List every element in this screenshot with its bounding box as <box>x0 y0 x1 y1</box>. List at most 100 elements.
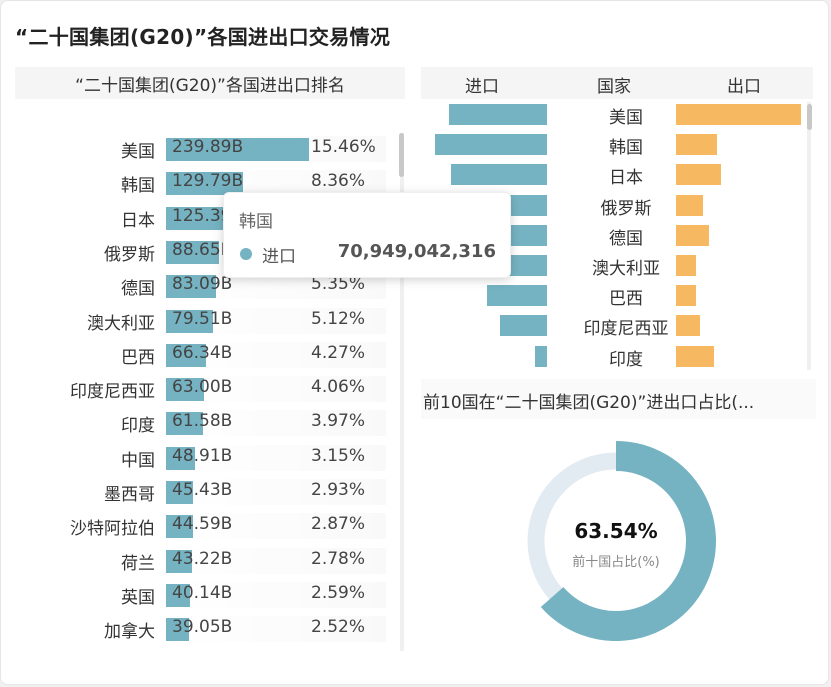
ranking-row[interactable]: 墨西哥 45.43B 2.93% <box>15 479 395 505</box>
ranking-percent-label: 4.27% <box>311 342 366 363</box>
ranking-percent-label: 4.06% <box>311 377 366 398</box>
tooltip-series-marker <box>240 248 252 260</box>
donut-center: 63.54% 前十国占比(%) <box>541 519 691 570</box>
ranking-country-label: 印度尼西亚 <box>70 382 155 403</box>
ranking-bar[interactable] <box>166 138 309 161</box>
ranking-row[interactable]: 荷兰 43.22B 2.78% <box>15 547 395 574</box>
donut-center-value: 63.54% <box>574 519 658 543</box>
trade-country-label: 日本 <box>609 168 643 189</box>
ranking-country-label: 墨西哥 <box>104 485 155 505</box>
import-bar[interactable] <box>500 315 547 337</box>
ranking-row[interactable]: 加拿大 39.05B 2.52% <box>15 616 395 643</box>
ranking-bar[interactable] <box>166 275 216 299</box>
share-panel-title: 前10国在“二十国集团(G20)”进出口占比(... <box>421 379 816 419</box>
donut-share-arc[interactable] <box>540 441 716 641</box>
ranking-bar[interactable] <box>166 446 196 470</box>
ranking-bar[interactable] <box>166 481 194 504</box>
ranking-row-background <box>166 479 386 505</box>
ranking-bar[interactable] <box>166 583 190 607</box>
ranking-bar[interactable] <box>166 309 214 333</box>
ranking-percent-label: 2.52% <box>311 617 366 638</box>
ranking-value-label: 79.51B <box>172 308 233 329</box>
trade-row[interactable]: 美国 <box>421 101 811 129</box>
trade-panel-header: 进口 国家 出口 <box>421 67 813 99</box>
ranking-percent-label: 8.36% <box>311 171 366 192</box>
ranking-bar[interactable] <box>166 343 206 367</box>
ranking-panel-title: “二十国集团(G20)”各国进出口排名 <box>75 75 345 96</box>
ranking-bar[interactable] <box>166 206 241 230</box>
ranking-bar[interactable] <box>166 378 204 402</box>
tooltip-value: 70,949,042,316 <box>337 241 496 262</box>
export-column-header: 出口 <box>727 77 761 97</box>
ranking-row[interactable]: 印度尼西亚 63.00B 4.06% <box>15 376 395 403</box>
import-bar[interactable] <box>449 104 547 125</box>
ranking-value-label: 66.34B <box>172 342 233 363</box>
export-bar[interactable] <box>676 224 709 246</box>
trade-row[interactable]: 韩国 <box>421 131 811 159</box>
ranking-country-label: 澳大利亚 <box>87 313 155 334</box>
ranking-scrollbar-thumb[interactable] <box>399 133 404 177</box>
ranking-country-label: 俄罗斯 <box>104 244 155 265</box>
export-bar[interactable] <box>676 104 801 125</box>
ranking-value-label: 45.43B <box>172 480 233 500</box>
ranking-row[interactable]: 英国 40.14B 2.59% <box>15 581 395 608</box>
ranking-bar[interactable] <box>166 618 190 642</box>
ranking-row-background <box>166 581 386 608</box>
ranking-bar[interactable] <box>166 172 244 196</box>
import-bar[interactable] <box>435 134 547 156</box>
export-bar[interactable] <box>676 164 721 186</box>
import-bar[interactable] <box>451 164 547 186</box>
trade-country-label: 俄罗斯 <box>600 198 652 219</box>
trade-row[interactable]: 印度 <box>421 343 811 371</box>
ranking-bar[interactable] <box>166 549 192 573</box>
page-title: “二十国集团(G20)”各国进出口交易情况 <box>15 25 391 49</box>
ranking-country-label: 日本 <box>121 210 155 231</box>
export-bar[interactable] <box>676 134 717 156</box>
ranking-percent-label: 2.93% <box>311 480 366 500</box>
export-bar[interactable] <box>676 194 703 216</box>
trade-row[interactable]: 印度尼西亚 <box>421 312 811 340</box>
ranking-value-label: 61.58B <box>172 411 233 432</box>
chart-tooltip: 韩国 进口 70,949,042,316 <box>223 192 511 278</box>
ranking-bar[interactable] <box>166 412 203 436</box>
trade-country-label: 印度尼西亚 <box>583 319 669 340</box>
import-bar[interactable] <box>535 345 547 367</box>
tooltip-series-label: 进口 <box>262 247 296 267</box>
ranking-bar[interactable] <box>166 515 193 539</box>
ranking-percent-label: 2.78% <box>311 548 366 569</box>
ranking-scroll-track[interactable] <box>400 133 404 651</box>
ranking-row[interactable]: 美国 239.89B 15.46% <box>15 136 395 162</box>
trade-scroll-track[interactable] <box>807 102 811 370</box>
ranking-country-label: 沙特阿拉伯 <box>70 519 155 540</box>
export-bar[interactable] <box>676 315 700 337</box>
ranking-value-label: 40.14B <box>172 582 233 603</box>
ranking-row-background <box>166 547 386 574</box>
ranking-country-label: 德国 <box>121 279 155 300</box>
import-bar[interactable] <box>487 285 547 307</box>
trade-row[interactable]: 日本 <box>421 161 811 189</box>
trade-row[interactable]: 巴西 <box>421 282 811 310</box>
ranking-value-label: 44.59B <box>172 514 233 535</box>
ranking-row[interactable]: 沙特阿拉伯 44.59B 2.87% <box>15 513 395 540</box>
ranking-country-label: 中国 <box>121 450 155 471</box>
trade-country-label: 印度 <box>609 349 643 370</box>
ranking-row[interactable]: 中国 48.91B 3.15% <box>15 444 395 471</box>
ranking-percent-label: 3.15% <box>311 445 366 466</box>
ranking-row-background <box>166 513 386 540</box>
ranking-row[interactable]: 巴西 66.34B 4.27% <box>15 341 395 368</box>
ranking-row[interactable]: 澳大利亚 79.51B 5.12% <box>15 307 395 334</box>
country-column-header: 国家 <box>597 77 631 97</box>
trade-scrollbar-thumb[interactable] <box>807 104 812 130</box>
ranking-value-label: 88.65B <box>172 239 233 260</box>
ranking-percent-label: 2.87% <box>311 514 366 535</box>
trade-country-label: 德国 <box>609 228 643 249</box>
export-bar[interactable] <box>676 345 714 367</box>
ranking-row[interactable]: 印度 61.58B 3.97% <box>15 410 395 437</box>
ranking-row[interactable]: 韩国 129.79B 8.36% <box>15 170 395 197</box>
ranking-value-label: 239.89B <box>172 137 244 157</box>
export-bar[interactable] <box>676 285 696 307</box>
ranking-bar[interactable] <box>166 240 219 264</box>
export-bar[interactable] <box>676 255 696 276</box>
ranking-country-label: 加拿大 <box>104 622 155 643</box>
